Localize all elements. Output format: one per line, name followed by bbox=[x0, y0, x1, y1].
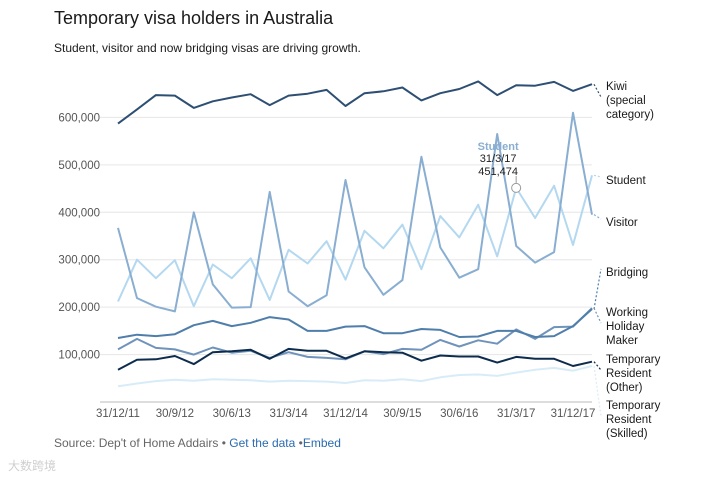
series-label: category) bbox=[606, 109, 654, 121]
label-leader bbox=[593, 307, 602, 324]
x-tick-label: 31/3/17 bbox=[497, 408, 535, 420]
y-tick-label: 500,000 bbox=[58, 160, 100, 172]
x-tick-label: 31/3/14 bbox=[269, 408, 308, 420]
series-line bbox=[117, 347, 593, 371]
chart-title: Temporary visa holders in Australia bbox=[54, 8, 334, 28]
series-line bbox=[117, 111, 593, 313]
x-tick-label: 30/9/12 bbox=[156, 408, 194, 420]
series-label: Temporary bbox=[606, 354, 661, 366]
series-label: Holiday bbox=[606, 321, 645, 333]
y-tick-label: 300,000 bbox=[58, 255, 100, 267]
series-line bbox=[117, 175, 593, 308]
series-label: Kiwi bbox=[606, 81, 627, 93]
label-leader bbox=[593, 361, 602, 371]
series-label: Working bbox=[606, 307, 648, 319]
label-leader bbox=[593, 214, 602, 220]
source-text: Source: Dep't of Home Addairs bbox=[54, 436, 219, 450]
label-leader bbox=[593, 174, 602, 178]
series-label: Resident bbox=[606, 368, 652, 380]
y-tick-label: 600,000 bbox=[58, 112, 100, 124]
series-label: Student bbox=[606, 175, 646, 187]
series-line bbox=[117, 365, 593, 388]
series-label: Visitor bbox=[606, 217, 638, 229]
series-line bbox=[117, 308, 593, 339]
series-label: (special bbox=[606, 95, 646, 107]
series-label: (Other) bbox=[606, 382, 643, 394]
series-label: Maker bbox=[606, 335, 638, 347]
label-leader bbox=[593, 365, 602, 417]
footer-separator: • bbox=[298, 436, 303, 450]
y-tick-label: 400,000 bbox=[58, 207, 100, 219]
y-tick-label: 200,000 bbox=[58, 302, 100, 314]
annotation-value: 451,474 bbox=[478, 166, 518, 178]
annotation-date: 31/3/17 bbox=[480, 153, 517, 165]
x-tick-label: 30/6/13 bbox=[213, 408, 251, 420]
series-label: Bridging bbox=[606, 267, 648, 279]
series-line bbox=[117, 307, 593, 361]
footer-separator: • bbox=[221, 436, 226, 450]
x-tick-label: 31/12/11 bbox=[96, 408, 140, 420]
x-tick-label: 30/9/15 bbox=[383, 408, 421, 420]
series-line bbox=[117, 80, 593, 125]
source-footer: Source: Dep't of Home Addairs • Get the … bbox=[54, 436, 341, 450]
embed-link[interactable]: Embed bbox=[302, 436, 341, 450]
label-leader bbox=[593, 268, 602, 310]
annotation-series: Student bbox=[478, 141, 519, 153]
label-leader bbox=[593, 83, 602, 98]
get-the-data-link[interactable]: Get the data bbox=[229, 436, 296, 450]
series-label: Resident bbox=[606, 414, 652, 426]
series-label: Temporary bbox=[606, 400, 661, 412]
series-label: (Skilled) bbox=[606, 428, 648, 440]
x-tick-label: 30/6/16 bbox=[440, 408, 478, 420]
x-tick-label: 31/12/14 bbox=[323, 408, 368, 420]
y-tick-label: 100,000 bbox=[58, 350, 100, 362]
annotation-marker bbox=[511, 182, 522, 193]
x-tick-label: 31/12/17 bbox=[551, 408, 596, 420]
watermark-text: 大数跨境 bbox=[8, 459, 57, 473]
chart-subtitle: Student, visitor and now bridging visas … bbox=[54, 41, 361, 55]
